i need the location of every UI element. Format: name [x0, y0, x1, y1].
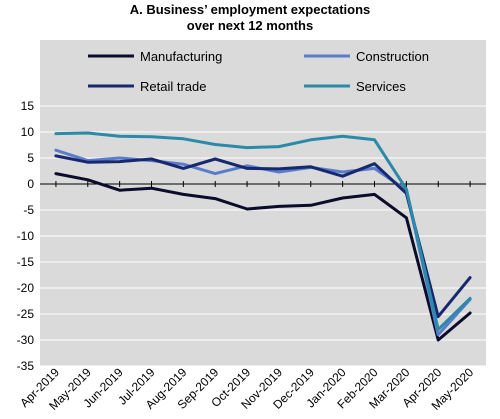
- y-tick-label: 15: [21, 99, 35, 113]
- legend-label: Services: [356, 79, 406, 94]
- y-tick-label: 10: [21, 125, 35, 139]
- y-tick-label: -35: [17, 359, 35, 373]
- legend-label: Manufacturing: [140, 49, 222, 64]
- y-axis: 15 10 5 0 -5 -10 -15 -20 -25 -30 -35: [17, 99, 35, 373]
- y-tick-label: -20: [17, 281, 35, 295]
- chart-title-line-2: over next 12 months: [186, 18, 314, 33]
- y-tick-label: -15: [17, 255, 35, 269]
- series-line-manufacturing: [54, 172, 472, 342]
- y-tick-label: -5: [23, 203, 34, 217]
- legend-label: Retail trade: [140, 79, 206, 94]
- chart-title-line-1: A. Business’ employment expectations: [129, 2, 371, 17]
- y-tick-label: -30: [17, 333, 35, 347]
- series-line-services: [54, 131, 472, 332]
- chart-title: A. Business’ employment expectations ove…: [0, 2, 500, 34]
- legend: Manufacturing Construction Retail trade Ser…: [88, 49, 429, 94]
- y-tick-label: 0: [27, 177, 34, 191]
- y-tick-label: 5: [27, 151, 34, 165]
- y-tick-label: -25: [17, 307, 35, 321]
- series-line-retail-trade: [54, 154, 472, 319]
- legend-label: Construction: [356, 49, 429, 64]
- legend-box: [40, 40, 486, 102]
- y-tick-label: -10: [17, 229, 35, 243]
- series-lines: [54, 131, 472, 342]
